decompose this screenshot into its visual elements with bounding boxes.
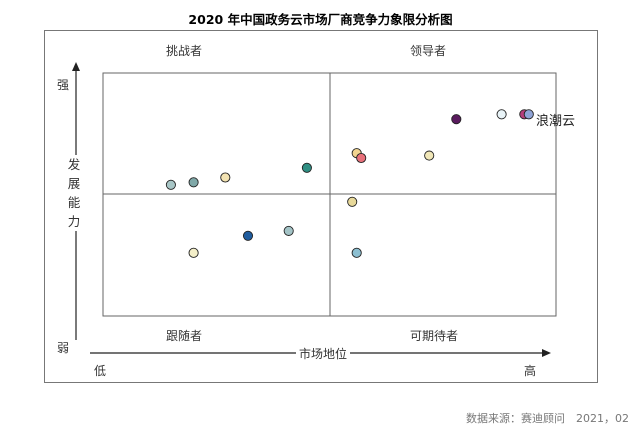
data-point-13 [451,114,462,125]
data-point-8 [347,196,358,207]
y-axis-low-label: 弱 [57,339,70,356]
y-axis-title-char: 展 [67,176,81,191]
data-point-7 [283,225,294,236]
quadrant-label-bottom-left: 跟随者 [166,329,203,343]
highlight-label: 浪潮云 [536,114,576,129]
x-axis-title: 市场地位 [296,345,351,362]
data-point-9 [351,247,362,258]
data-point-4 [301,162,312,173]
y-axis-arrowhead [72,62,80,71]
data-point-3 [220,172,231,183]
y-axis-title-char: 发 [67,157,81,172]
y-axis-title: 发 展 能 力 [66,155,82,231]
x-axis-high-label: 高 [524,362,537,379]
y-axis-high-label: 强 [57,76,70,93]
chart-frame [44,30,598,383]
data-point-11 [356,152,367,164]
quadrant-label-bottom-right: 可期待者 [410,329,459,343]
data-point-14 [496,109,507,120]
data-point-5 [188,247,199,258]
data-point-12 [424,150,435,161]
chart-title: 2020 年中国政务云市场厂商竞争力象限分析图 [188,12,453,27]
source-note: 数据来源：赛迪顾问 2021，02 [466,412,629,425]
quadrant-label-top-left: 挑战者 [166,44,203,58]
y-axis-title-char: 力 [67,214,81,229]
quadrant-label-top-right: 领导者 [410,44,447,58]
data-point-1 [165,179,176,190]
x-axis-low-label: 低 [94,362,107,379]
points-layer [165,109,534,258]
data-point-16 [523,109,534,120]
data-point-6 [242,230,254,241]
x-axis-arrowhead [542,349,551,357]
data-point-2 [188,177,199,188]
y-axis-title-char: 能 [67,195,81,210]
